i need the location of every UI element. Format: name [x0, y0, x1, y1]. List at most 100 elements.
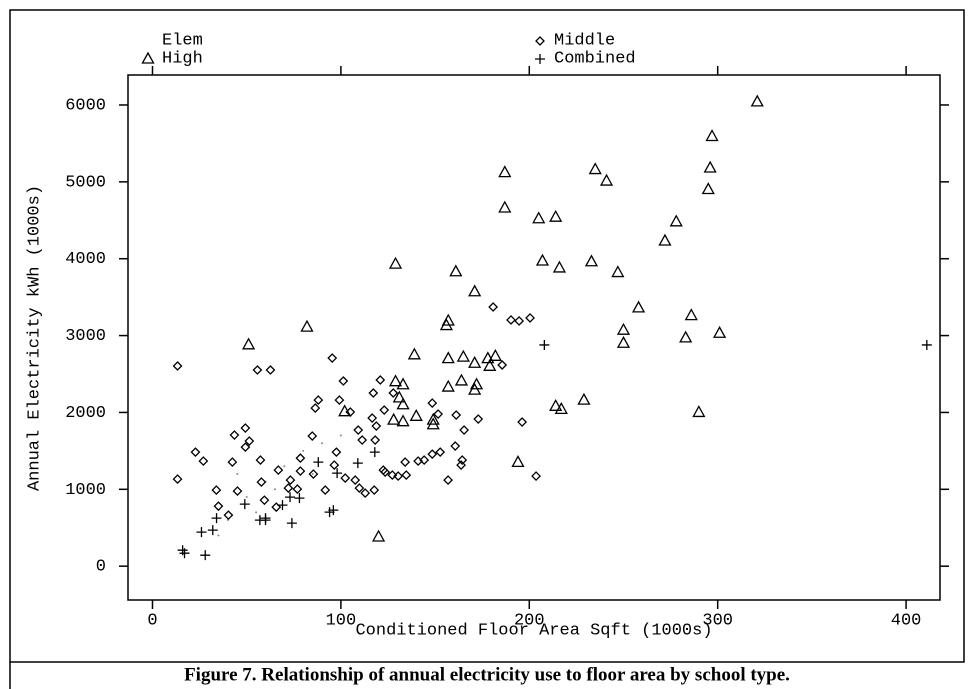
point — [240, 423, 251, 433]
point — [252, 365, 263, 375]
point — [473, 414, 484, 424]
point — [407, 347, 421, 360]
point — [172, 474, 183, 485]
point — [433, 409, 444, 419]
point — [255, 455, 266, 466]
point — [307, 431, 318, 441]
point — [387, 470, 398, 481]
x-tick-label: 100 — [326, 611, 357, 630]
point — [388, 256, 403, 269]
point — [457, 455, 468, 466]
point — [388, 388, 399, 398]
point — [498, 165, 512, 178]
point — [198, 456, 209, 467]
point — [703, 160, 717, 173]
point — [338, 376, 349, 386]
y-tick-label: 5000 — [65, 173, 106, 192]
point — [441, 351, 455, 364]
point — [388, 374, 403, 387]
point — [295, 453, 306, 464]
point — [497, 360, 508, 370]
point — [506, 315, 516, 325]
point — [211, 513, 222, 524]
point — [340, 473, 351, 484]
point — [327, 353, 338, 363]
point — [240, 442, 251, 453]
point — [239, 499, 250, 510]
point — [259, 495, 270, 506]
x-axis-label: Conditioned Floor Area Sqft (1000s) — [355, 621, 712, 640]
point — [441, 379, 455, 392]
point — [396, 414, 410, 427]
point — [245, 495, 248, 498]
point — [701, 182, 715, 195]
point — [577, 392, 591, 405]
point — [554, 402, 568, 415]
x-tick-label: 400 — [891, 611, 922, 630]
point — [273, 488, 276, 491]
point — [369, 447, 380, 458]
point — [232, 486, 243, 496]
point — [353, 425, 364, 435]
point — [439, 318, 453, 331]
caption: Figure 7. Relationship of annual electri… — [184, 664, 790, 685]
x-tick-label: 300 — [702, 611, 733, 630]
point — [285, 492, 296, 503]
point — [535, 253, 550, 266]
point — [320, 485, 331, 495]
point — [387, 412, 401, 425]
point — [611, 265, 625, 278]
point — [392, 390, 406, 403]
point — [588, 162, 602, 175]
point — [332, 468, 343, 479]
point — [454, 373, 469, 386]
point — [302, 449, 305, 452]
point — [328, 505, 339, 516]
point — [692, 405, 706, 418]
point — [369, 485, 380, 495]
point — [427, 449, 438, 460]
point — [217, 534, 220, 537]
point — [514, 316, 525, 326]
legend-marker — [535, 54, 545, 64]
point — [443, 475, 454, 486]
point — [616, 322, 631, 335]
point — [350, 475, 361, 486]
point — [459, 425, 470, 435]
point — [531, 471, 541, 482]
point — [427, 398, 438, 408]
point — [265, 365, 276, 375]
point — [616, 335, 631, 348]
x-tick-label: 0 — [147, 611, 157, 630]
point — [684, 308, 698, 321]
y-tick-label: 1000 — [65, 481, 106, 500]
point — [213, 501, 224, 512]
point — [552, 260, 567, 273]
point — [294, 493, 305, 504]
point — [539, 339, 550, 350]
point — [549, 398, 563, 411]
point — [449, 264, 463, 277]
figure-frame — [9, 9, 965, 663]
point — [256, 477, 267, 488]
point — [549, 209, 563, 222]
point — [525, 313, 535, 323]
point — [584, 254, 599, 267]
point — [179, 548, 190, 559]
point — [393, 471, 404, 482]
point — [236, 472, 239, 475]
point — [360, 488, 371, 498]
legend-label: Combined — [554, 49, 636, 68]
point — [207, 525, 218, 536]
point — [308, 469, 319, 480]
point — [468, 355, 482, 368]
point — [483, 358, 497, 371]
point — [488, 302, 499, 312]
point — [283, 465, 286, 468]
y-tick-label: 2000 — [65, 404, 106, 423]
point — [371, 529, 386, 542]
point — [300, 319, 314, 332]
legend-label: Elem — [162, 31, 203, 50]
point — [338, 404, 352, 417]
